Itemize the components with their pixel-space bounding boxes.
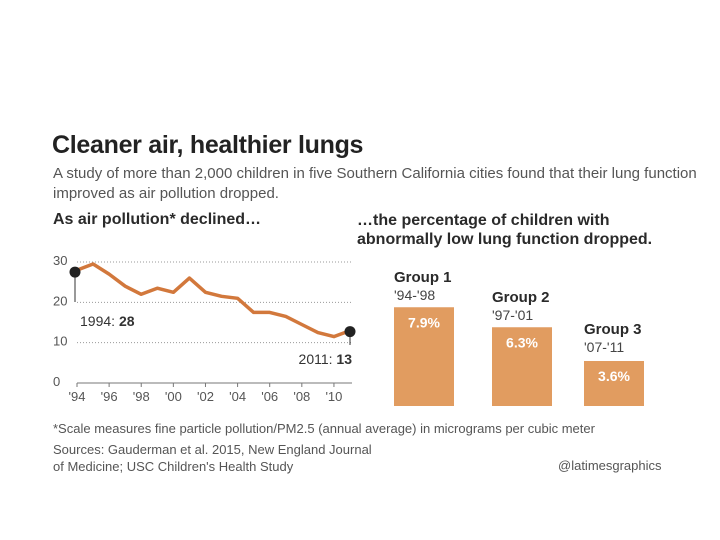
footnote: *Scale measures fine particle pollution/… [53,421,595,436]
x-tick-label: '02 [197,389,214,404]
x-tick-label: '96 [101,389,118,404]
bar-group-label: Group 1 [394,269,452,286]
bar-period-label: '07-'11 [584,339,624,355]
annotation-label-2011: 2011: 13 [299,351,353,367]
x-tick-label: '94 [69,389,86,404]
bar-value-label: 7.9% [408,314,440,330]
x-tick-label: '10 [325,389,342,404]
series-line-pm25 [75,262,352,339]
bar-period-label: '94-'98 [394,287,435,303]
bar-value-label: 3.6% [598,368,630,384]
sources: Sources: Gauderman et al. 2015, New Engl… [53,442,372,474]
x-tick-label: '08 [293,389,310,404]
credit: @latimesgraphics [558,458,662,473]
bar-2 [492,327,552,406]
x-tick-label: '06 [261,389,278,404]
x-tick-label: '00 [165,389,182,404]
bar-chart-heading: …the percentage of children with abnorma… [357,212,653,248]
chart-title: Cleaner air, healthier lungs [52,131,364,159]
y-tick-label: 20 [53,293,67,308]
x-tick-label: '04 [229,389,246,404]
annotation-label-1994: 1994: 28 [80,313,135,329]
annotation-point-2011 [344,326,356,338]
bar-1 [394,307,454,406]
y-tick-label: 0 [53,374,60,389]
bar-value-label: 6.3% [506,334,538,350]
bar-group-label: Group 3 [584,321,642,338]
y-tick-label: 30 [53,253,67,268]
chart-subtitle: A study of more than 2,000 children in f… [53,165,697,202]
bar-group-label: Group 2 [492,289,550,306]
bar-3 [584,361,644,406]
bar-period-label: '97-'01 [492,307,533,323]
line-chart-heading: As air pollution* declined… [53,211,262,228]
y-tick-label: 10 [53,334,67,349]
x-tick-label: '98 [133,389,150,404]
annotation-point-1994 [69,266,81,278]
